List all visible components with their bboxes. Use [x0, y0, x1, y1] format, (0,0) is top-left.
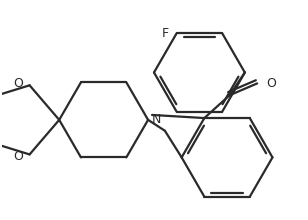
- Text: O: O: [13, 77, 23, 90]
- Text: N: N: [152, 113, 161, 126]
- Text: O: O: [13, 150, 23, 163]
- Text: O: O: [266, 77, 276, 90]
- Text: F: F: [162, 27, 169, 40]
